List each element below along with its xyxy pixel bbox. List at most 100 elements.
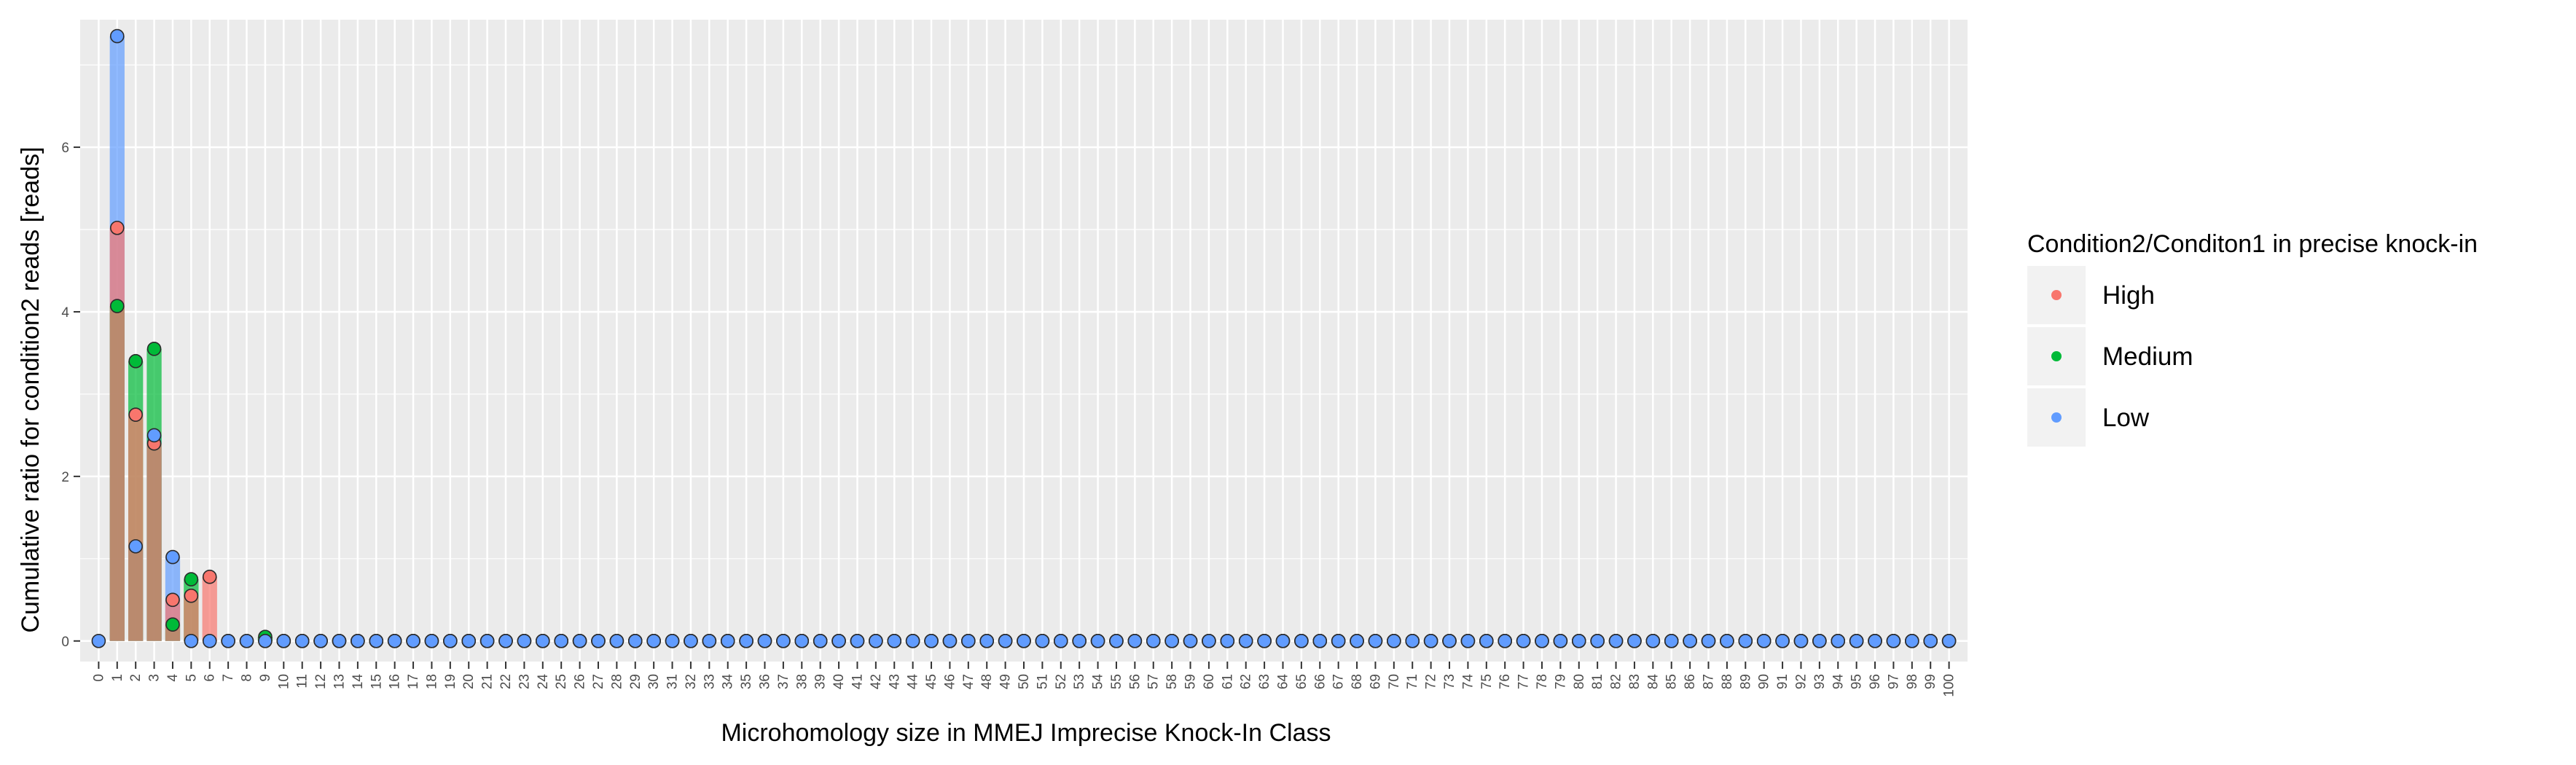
x-tick-label: 54 xyxy=(1091,674,1106,690)
x-tick-label: 46 xyxy=(942,674,958,689)
legend-label: Low xyxy=(2102,404,2150,432)
point-low xyxy=(91,633,106,648)
point-low xyxy=(1664,633,1679,648)
point-low xyxy=(294,633,310,648)
x-tick-label: 37 xyxy=(776,674,791,689)
legend-key-dot xyxy=(2051,351,2062,361)
x-tick-label: 83 xyxy=(1627,674,1643,689)
point-low xyxy=(702,633,717,648)
x-tick-label: 12 xyxy=(313,674,329,689)
point-low xyxy=(1886,633,1901,648)
point-low xyxy=(1053,633,1068,648)
x-tick-label: 3 xyxy=(147,674,163,682)
x-tick-label: 44 xyxy=(906,674,921,690)
x-tick-label: 96 xyxy=(1868,674,1883,689)
point-low xyxy=(1756,633,1772,648)
point-low xyxy=(757,633,772,648)
point-low xyxy=(221,633,235,648)
x-tick-label: 76 xyxy=(1498,674,1513,689)
point-high xyxy=(165,592,180,608)
point-low xyxy=(1331,633,1346,648)
point-low xyxy=(1553,633,1568,648)
y-tick-label: 4 xyxy=(61,305,69,321)
x-tick-label: 55 xyxy=(1109,674,1124,689)
bar-high xyxy=(202,576,217,641)
x-tick-label: 11 xyxy=(295,674,310,688)
x-tick-label: 38 xyxy=(794,674,810,689)
point-low xyxy=(572,633,587,648)
point-low xyxy=(109,28,125,44)
point-low xyxy=(1312,633,1328,648)
point-low xyxy=(1720,633,1734,648)
point-low xyxy=(387,633,402,648)
bar-high xyxy=(109,227,125,641)
point-medium xyxy=(165,617,180,632)
x-tick-label: 9 xyxy=(258,674,273,682)
point-high xyxy=(128,407,143,422)
point-low xyxy=(1941,633,1957,648)
point-high xyxy=(184,588,199,603)
point-low xyxy=(461,633,477,648)
point-low xyxy=(813,633,828,648)
point-layer xyxy=(91,28,1957,648)
point-low xyxy=(1202,633,1216,648)
legend: Condition2/Conditon1 in precise knock-in… xyxy=(2027,230,2478,447)
x-tick-label: 53 xyxy=(1072,674,1087,689)
point-low xyxy=(1590,633,1605,648)
x-tick-label: 71 xyxy=(1405,674,1420,689)
x-tick-label: 33 xyxy=(702,674,717,689)
x-tick-label: 35 xyxy=(739,674,754,689)
point-low xyxy=(1017,633,1031,648)
x-tick-label: 92 xyxy=(1793,674,1809,689)
x-tick-label: 26 xyxy=(573,674,588,689)
x-tick-label: 16 xyxy=(388,674,403,689)
x-tick-label: 21 xyxy=(480,674,496,689)
x-tick-label: 94 xyxy=(1831,674,1846,690)
point-low xyxy=(498,633,513,648)
x-tick-label: 73 xyxy=(1442,674,1457,689)
x-tick-label: 98 xyxy=(1905,674,1920,689)
point-low xyxy=(1571,633,1586,648)
bar-high xyxy=(184,595,199,641)
point-low xyxy=(313,633,328,648)
x-tick-label: 59 xyxy=(1183,674,1199,689)
point-low xyxy=(1294,633,1309,648)
x-tick-label: 27 xyxy=(591,674,606,689)
point-low xyxy=(776,633,791,648)
x-tick-label: 23 xyxy=(517,674,532,689)
point-low xyxy=(479,633,495,648)
x-tick-label: 77 xyxy=(1516,674,1532,689)
x-tick-label: 58 xyxy=(1164,674,1180,689)
point-low xyxy=(1127,633,1143,648)
x-tick-label: 19 xyxy=(443,674,458,689)
x-tick-label: 75 xyxy=(1479,674,1495,689)
x-tick-label: 29 xyxy=(628,674,643,689)
x-tick-label: 64 xyxy=(1275,674,1291,690)
x-tick-label: 88 xyxy=(1720,674,1735,689)
x-tick-label: 74 xyxy=(1460,674,1476,690)
point-low xyxy=(1368,633,1383,648)
x-tick-label: 13 xyxy=(332,674,347,689)
x-tick-label: 6 xyxy=(203,674,218,682)
point-low xyxy=(1535,633,1549,648)
x-tick-label: 79 xyxy=(1553,674,1568,689)
point-low xyxy=(1498,633,1512,648)
x-tick-label: 52 xyxy=(1054,674,1069,689)
point-low xyxy=(1442,633,1457,648)
x-tick-label: 7 xyxy=(221,674,236,682)
point-low xyxy=(554,633,568,648)
x-tick-label: 40 xyxy=(831,674,847,689)
point-low xyxy=(369,633,384,648)
x-tick-label: 8 xyxy=(240,674,255,682)
point-low xyxy=(720,633,735,648)
point-low xyxy=(1183,633,1198,648)
point-low xyxy=(351,633,365,648)
point-low xyxy=(1645,633,1661,648)
x-tick-label: 49 xyxy=(998,674,1014,689)
point-low xyxy=(424,633,439,648)
point-low xyxy=(1868,633,1882,648)
point-low xyxy=(869,633,883,648)
point-low xyxy=(1683,633,1697,648)
